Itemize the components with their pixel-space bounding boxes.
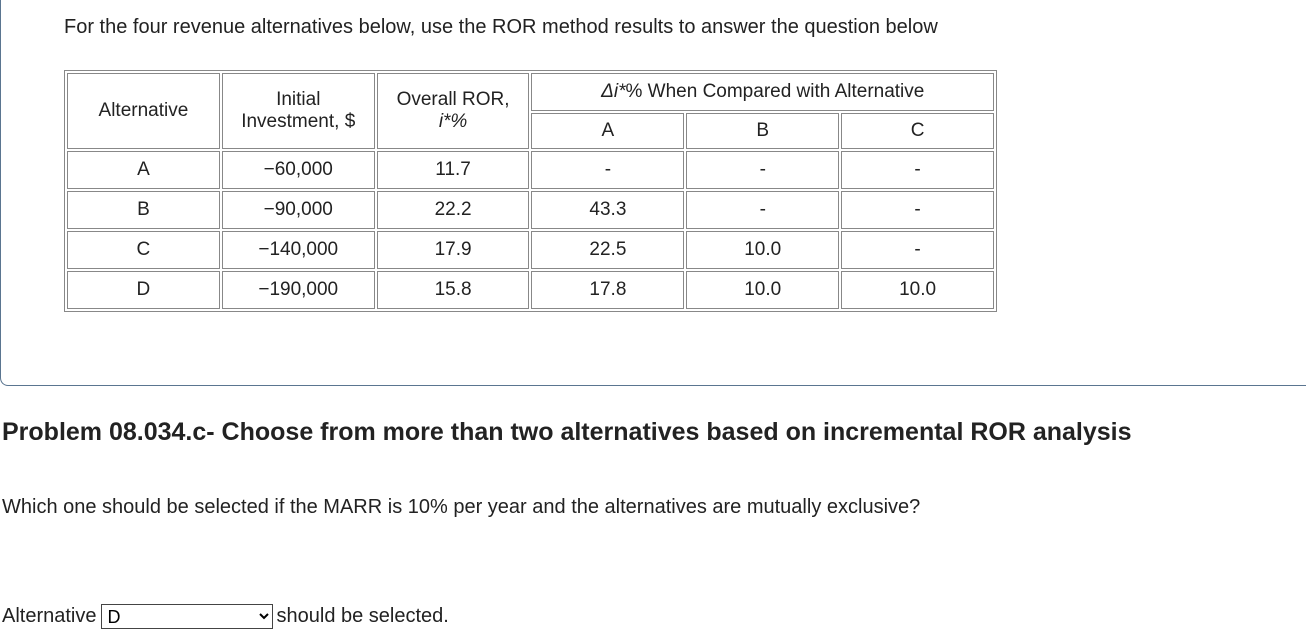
table-cell: 10.0 <box>686 271 840 309</box>
table-cell: - <box>841 151 994 189</box>
table-cell: B <box>67 191 220 229</box>
table-cell: −90,000 <box>221 191 375 229</box>
table-cell: 10.0 <box>686 231 840 269</box>
answer-suffix: should be selected. <box>276 605 449 627</box>
header-cell: B <box>686 113 840 149</box>
answer-prefix: Alternative <box>2 605 97 627</box>
answer-line: Alternative D should be selected. <box>2 604 449 629</box>
table-row: C −140,000 17.9 22.5 10.0- <box>67 231 994 269</box>
table-cell: 22.2 <box>376 191 530 229</box>
question-panel <box>0 0 1306 386</box>
table-cell: 22.5 <box>531 231 685 269</box>
table-cell: −140,000 <box>221 231 375 269</box>
table-cell: −60,000 <box>221 151 375 189</box>
table-cell: - <box>841 191 994 229</box>
problem-title: Problem 08.034.c- Choose from more than … <box>2 418 1132 446</box>
table-cell: D <box>67 271 220 309</box>
table-cell: 10.0 <box>841 271 994 309</box>
header-text: % When Compared with Alternative <box>625 81 925 102</box>
header-text: Overall ROR, <box>396 89 510 110</box>
table-cell: 17.9 <box>376 231 530 269</box>
question-text: Which one should be selected if the MARR… <box>2 496 921 518</box>
header-symbol: Δi* <box>601 81 626 102</box>
answer-dropdown[interactable]: D <box>100 604 273 629</box>
header-cell: A <box>531 113 685 149</box>
table-cell: 11.7 <box>376 151 530 189</box>
header-cell: Δi*% When Compared with Alternative <box>531 73 994 111</box>
table-cell: - <box>841 231 994 269</box>
table-cell: A <box>67 151 220 189</box>
table-cell: - <box>686 151 840 189</box>
table-row: B −90,000 22.2 43.3- - <box>67 191 994 229</box>
header-symbol: i*% <box>438 111 468 132</box>
table-cell: C <box>67 231 220 269</box>
table-cell: 43.3 <box>531 191 685 229</box>
header-cell: Overall ROR, i*% <box>376 73 530 149</box>
intro-text: For the four revenue alternatives below,… <box>64 16 938 38</box>
table-cell: −190,000 <box>221 271 375 309</box>
table-row: A −60,000 11.7- - - <box>67 151 994 189</box>
ror-table: Alternative Initial Investment, $ Overal… <box>64 70 997 312</box>
header-cell: Alternative <box>67 73 220 149</box>
table-cell: 17.8 <box>531 271 685 309</box>
table-cell: - <box>686 191 840 229</box>
table-cell: 15.8 <box>376 271 530 309</box>
header-cell: C <box>841 113 994 149</box>
header-cell: Initial Investment, $ <box>221 73 375 149</box>
table-cell: - <box>531 151 685 189</box>
table-row: D −190,000 15.8 17.8 10.0 10.0 <box>67 271 994 309</box>
